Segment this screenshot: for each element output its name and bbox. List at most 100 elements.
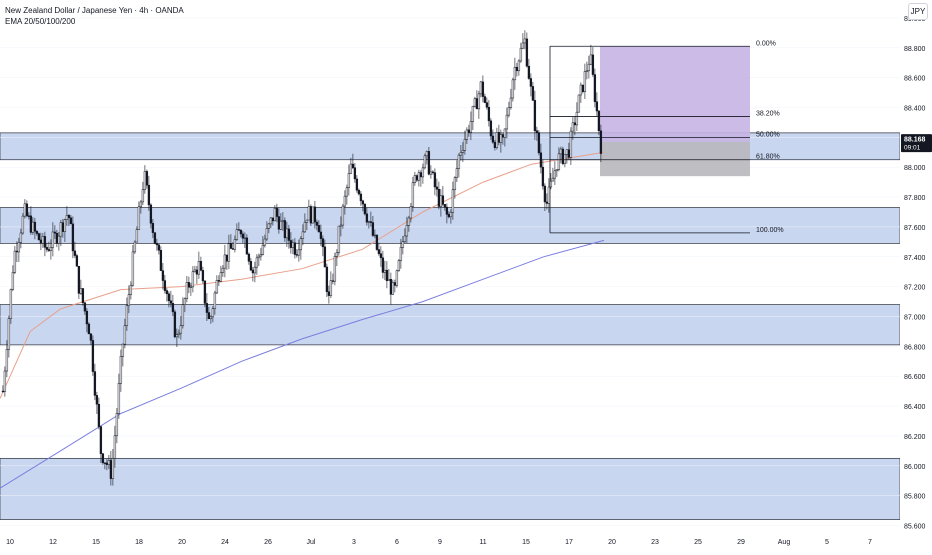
candle: [69, 215, 73, 225]
candle-body: [463, 139, 467, 151]
candle-body: [25, 203, 29, 217]
candle: [213, 290, 217, 315]
candle: [111, 448, 115, 486]
candle: [517, 59, 521, 76]
candle: [67, 214, 71, 227]
candle-body: [211, 308, 215, 318]
candle: [219, 265, 223, 283]
price-tick-6: 87.800: [904, 195, 926, 202]
candle: [505, 107, 509, 139]
candle-body: [245, 237, 249, 255]
candle-body: [257, 255, 261, 259]
candle: [127, 285, 131, 314]
candle: [87, 322, 91, 335]
candle-body: [71, 223, 75, 252]
candle: [371, 215, 375, 238]
candle-body: [335, 252, 339, 257]
candle: [227, 234, 231, 270]
candle-body: [277, 216, 281, 230]
candle: [253, 261, 257, 283]
candle: [361, 199, 365, 212]
candle-body: [405, 225, 409, 237]
candle-body: [207, 312, 211, 319]
candle: [593, 68, 597, 108]
candle-body: [351, 163, 355, 169]
last-price-value: 88.168: [904, 137, 926, 144]
candle-body: [167, 293, 171, 302]
candle: [293, 238, 297, 259]
candle: [3, 366, 7, 397]
candle: [533, 90, 537, 140]
candle: [77, 265, 81, 300]
candle-body: [175, 334, 179, 338]
candle-body: [465, 129, 469, 140]
candle: [513, 57, 517, 90]
candle: [527, 58, 531, 80]
candle: [339, 216, 343, 237]
candle: [97, 397, 101, 430]
time-tick-6: 26: [264, 539, 272, 546]
candle-body: [261, 244, 265, 255]
candle-body: [343, 195, 347, 207]
candle-body: [255, 257, 259, 268]
candle: [557, 147, 561, 172]
candle: [395, 269, 399, 288]
candle-body: [171, 303, 175, 313]
candle-body: [223, 254, 227, 269]
candle-body: [395, 270, 399, 286]
candle-body: [157, 244, 161, 251]
candle: [585, 61, 589, 80]
candle-body: [597, 110, 601, 132]
candle-body: [327, 291, 331, 296]
candle: [375, 234, 379, 251]
price-tick-12: 86.600: [904, 374, 926, 381]
candle: [43, 231, 47, 257]
candle-body: [553, 170, 557, 179]
time-axis[interactable]: 10 12 15 18 20 24 26 Jul 3 6 9 11 15 17 20 23 25 29 Aug 5 7: [0, 530, 932, 550]
candle: [201, 266, 205, 284]
candle: [561, 146, 565, 166]
indicator-label[interactable]: EMA 20/50/100/200: [5, 17, 76, 26]
candle-body: [433, 172, 437, 188]
candle: [147, 175, 151, 211]
candle-body: [563, 154, 567, 164]
price-tick-14: 86.200: [904, 434, 926, 441]
candle-body: [95, 395, 99, 405]
candle-body: [331, 280, 335, 282]
currency-button[interactable]: JPY: [908, 3, 928, 20]
candle-body: [389, 279, 393, 295]
candle-body: [3, 370, 7, 392]
candle: [341, 203, 345, 229]
candle-body: [299, 238, 303, 251]
candle-body: [61, 222, 65, 232]
candle-body: [187, 282, 191, 288]
time-tick-7: Jul: [307, 539, 316, 546]
candle-body: [545, 201, 549, 204]
candle-body: [491, 135, 495, 143]
candle: [553, 161, 557, 186]
candle-body: [355, 178, 359, 191]
candle: [189, 282, 193, 296]
candle-body: [7, 318, 11, 350]
candle: [335, 249, 339, 266]
candle-body: [249, 261, 253, 271]
candle: [5, 340, 9, 378]
candle: [571, 117, 575, 140]
candle: [535, 126, 539, 141]
candle-body: [111, 458, 115, 479]
price-tick-2: 88.600: [904, 76, 926, 83]
candle: [317, 220, 321, 233]
candle: [397, 259, 401, 272]
candle-body: [73, 250, 77, 256]
price-axis[interactable]: 89.00088.80088.60088.40088.20088.00087.8…: [900, 0, 932, 550]
time-tick-11: 11: [479, 539, 486, 546]
candle-body: [37, 233, 41, 241]
symbol-title[interactable]: New Zealand Dollar / Japanese Yen · 4h ·…: [5, 6, 184, 15]
time-tick-18: Aug: [778, 539, 791, 546]
price-tick-11: 86.800: [904, 344, 926, 351]
candle-body: [561, 148, 565, 164]
candle-body: [479, 81, 483, 95]
candle-body: [383, 269, 387, 273]
